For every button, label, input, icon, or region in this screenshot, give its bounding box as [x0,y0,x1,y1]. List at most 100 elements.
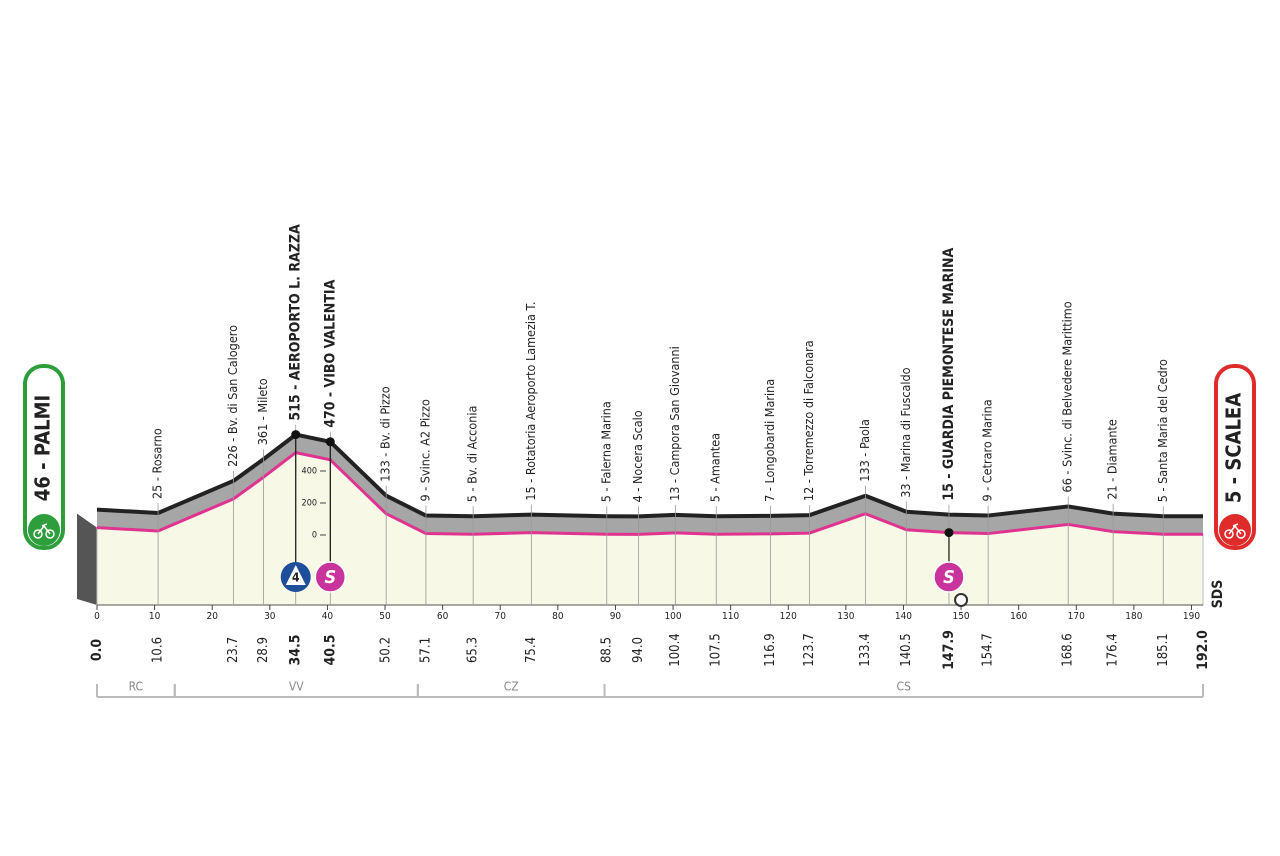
badge-icon [1219,514,1251,546]
sprint-icon [933,561,965,593]
x-tick-label: 60 [437,611,449,622]
km-label: 50.2 [379,637,394,663]
x-tick-label: 30 [264,611,276,622]
km-label: 0.0 [89,639,105,662]
profile-side [77,513,97,605]
km-label: 133.4 [858,633,873,666]
x-tick-label: 10 [149,611,161,622]
km-label: 57.1 [418,637,433,663]
waypoint-label: 133 - Paola [857,419,872,482]
km-label: 192.0 [1195,630,1211,670]
km-label: 10.6 [151,637,166,663]
badge-icon [28,514,60,546]
waypoint-label: 13 - Campora San Giovanni [667,346,682,501]
profile-surface [97,434,1203,535]
waypoint-label: 9 - Cetraro Marina [980,399,995,501]
badge-label: 5 - SCALEA [1222,393,1246,503]
km-label: 23.7 [226,637,241,663]
region-label: CS [897,680,912,694]
x-tick-label: 80 [552,611,564,622]
sprint-dot [944,528,954,538]
sprint-label: S [324,567,336,588]
waypoint-label: 33 - Marina di Fuscaldo [898,367,913,497]
x-tick-label: 110 [722,611,739,622]
waypoint-label: 21 - Diamante [1105,419,1120,500]
x-tick-label: 150 [952,611,969,622]
y-tick-label: 400 [302,467,317,477]
km-label: 140.5 [899,633,914,666]
badge [1214,364,1256,550]
region-label: VV [289,680,304,694]
logo: SDS [1210,580,1226,609]
bike-wheel [1224,529,1234,539]
x-tick-label: 0 [94,611,100,622]
waypoint-label: 361 - Mileto [255,378,270,445]
km-label: 34.5 [288,634,304,665]
km-label: 100.4 [668,633,683,666]
waypoint-label: 133 - Bv. di Pizzo [378,386,393,481]
climb-dot [291,430,301,440]
km-label: 123.7 [802,633,817,666]
km-label: 116.9 [763,633,778,666]
x-tick-label: 160 [1010,611,1027,622]
sprint-label: S [943,567,955,588]
x-tick-label: 40 [322,611,334,622]
sprint-icon [314,561,347,593]
climb-mountain [285,565,306,585]
y-tick-label: 200 [302,499,317,509]
waypoint-label: 12 - Torremezzo di Falconara [801,340,816,501]
waypoint-label: 25 - Rosarno [150,428,165,499]
waypoint-label: 4 - Nocera Scalo [630,410,645,502]
x-tick-label: 120 [780,611,797,622]
km-label: 168.6 [1061,633,1076,666]
waypoint-label: 470 - VIBO VALENTIA [322,279,338,427]
km-label: 107.5 [709,633,724,666]
region-label: RC [129,680,143,694]
y-tick-label: 0 [312,531,317,541]
km-label: 94.0 [631,637,646,663]
waypoint-label: 66 - Svinc. di Belvedere Marittimo [1060,301,1075,492]
x-tick-label: 190 [1183,611,1200,622]
km-label: 185.1 [1156,633,1171,666]
x-tick-label: 140 [895,611,912,622]
km-label: 75.4 [524,637,539,663]
bike-wheel [45,529,55,539]
bike-wheel [1236,529,1246,539]
x-tick-label: 70 [495,611,507,622]
bike-frame [37,523,51,535]
km-label: 28.9 [256,637,271,663]
x-tick-label: 180 [1125,611,1142,622]
waypoint-label: 226 - Bv. di San Calogero [225,325,240,467]
km-label: 88.5 [599,637,614,663]
waypoint-label: 15 - Rotatoria Aeroporto Lamezia T. [523,302,538,501]
waypoint-label: 515 - AEROPORTO L. RAZZA [288,224,304,421]
x-tick-label: 170 [1068,611,1085,622]
x-tick-label: 100 [664,611,681,622]
climb-category: 4 [292,571,300,585]
x-tick-label: 130 [837,611,854,622]
km-label: 147.9 [941,630,957,670]
x-tick-label: 50 [379,611,391,622]
waypoint-label: 5 - Falerna Marina [598,401,613,502]
waypoint-label: 5 - Bv. di Acconia [465,406,480,503]
km-label: 154.7 [981,633,996,666]
waypoint-label: 15 - GUARDIA PIEMONTESE MARINA [941,247,957,500]
profile-line [96,451,1203,536]
x-tick-label: 90 [610,611,622,622]
km-label: 65.3 [466,637,481,663]
km-label: 176.4 [1106,633,1121,666]
waypoint-label: 9 - Svinc. A2 Pizzo [417,399,432,502]
profile-ridge [96,432,1203,519]
x-tick-label: 20 [206,611,218,622]
km-label: 40.5 [322,634,338,665]
bike-wheel [33,529,43,539]
sprint-dot [325,437,335,447]
badge-label: 46 - PALMI [31,395,55,501]
bike-frame [1228,523,1242,535]
waypoint-label: 7 - Longobardi Marina [762,379,777,502]
waypoint-label: 5 - Amantea [708,433,723,502]
badge [23,364,65,550]
waypoint-label: 5 - Santa Maria del Cedro [1155,359,1170,502]
